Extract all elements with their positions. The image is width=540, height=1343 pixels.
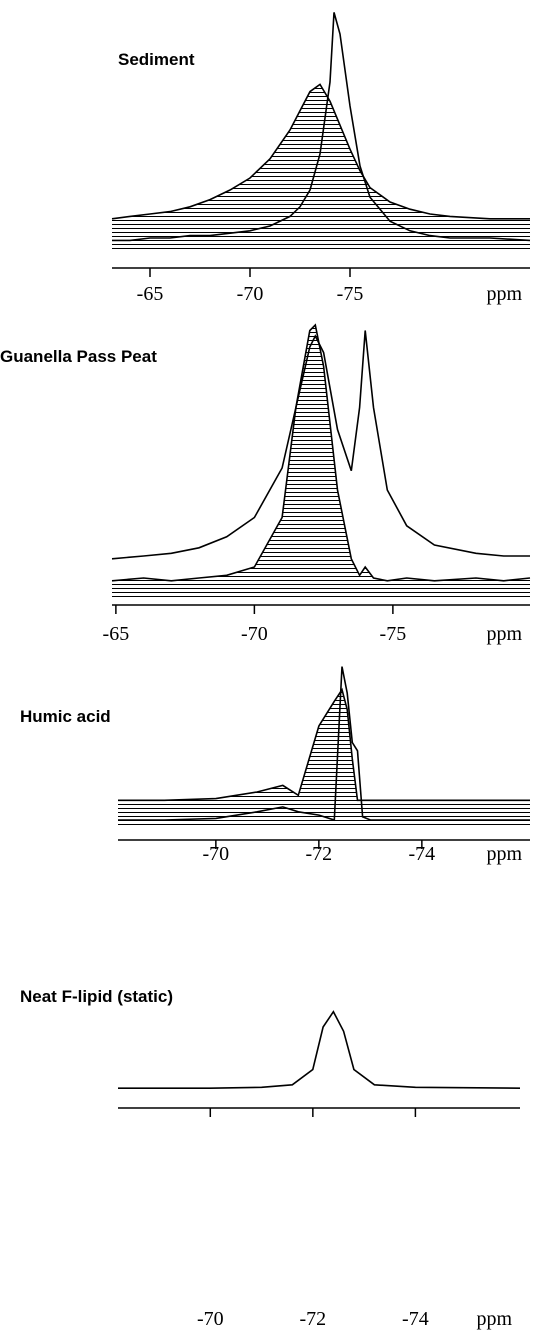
panel-title: Sediment: [118, 50, 195, 69]
x-tick-label: -65: [103, 623, 130, 645]
x-tick-label: -72: [306, 843, 333, 865]
x-tick-label: -75: [380, 623, 407, 645]
x-tick-label: -75: [337, 283, 364, 305]
x-tick-label: -70: [241, 623, 268, 645]
hatched-area: [118, 689, 530, 825]
spectrum-line: [111, 330, 530, 560]
x-tick-label: -74: [402, 1308, 429, 1330]
spectrum-line: [111, 83, 530, 220]
x-tick-label: -74: [409, 843, 436, 865]
spectrum-line: [118, 1010, 521, 1089]
x-tick-label: -65: [137, 283, 164, 305]
hatched-area: [112, 325, 530, 600]
spectrum-line: [111, 323, 531, 582]
panel-title: Humic acid: [20, 707, 111, 726]
x-axis-label: ppm: [486, 843, 522, 865]
panel-title: Guanella Pass Peat: [0, 347, 157, 366]
panel-title: Neat F-lipid (static): [20, 987, 173, 1006]
x-tick-label: -70: [237, 283, 264, 305]
x-tick-label: -72: [300, 1308, 327, 1330]
x-axis-label: ppm: [486, 283, 522, 305]
spectrum-line: [118, 687, 530, 802]
x-tick-label: -70: [203, 843, 230, 865]
x-axis-label: ppm: [476, 1308, 512, 1330]
hatched-area: [112, 84, 530, 251]
spectrum-line: [118, 666, 530, 822]
x-tick-label: -70: [197, 1308, 224, 1330]
x-axis-label: ppm: [486, 623, 522, 645]
spectrum-line: [112, 12, 531, 242]
